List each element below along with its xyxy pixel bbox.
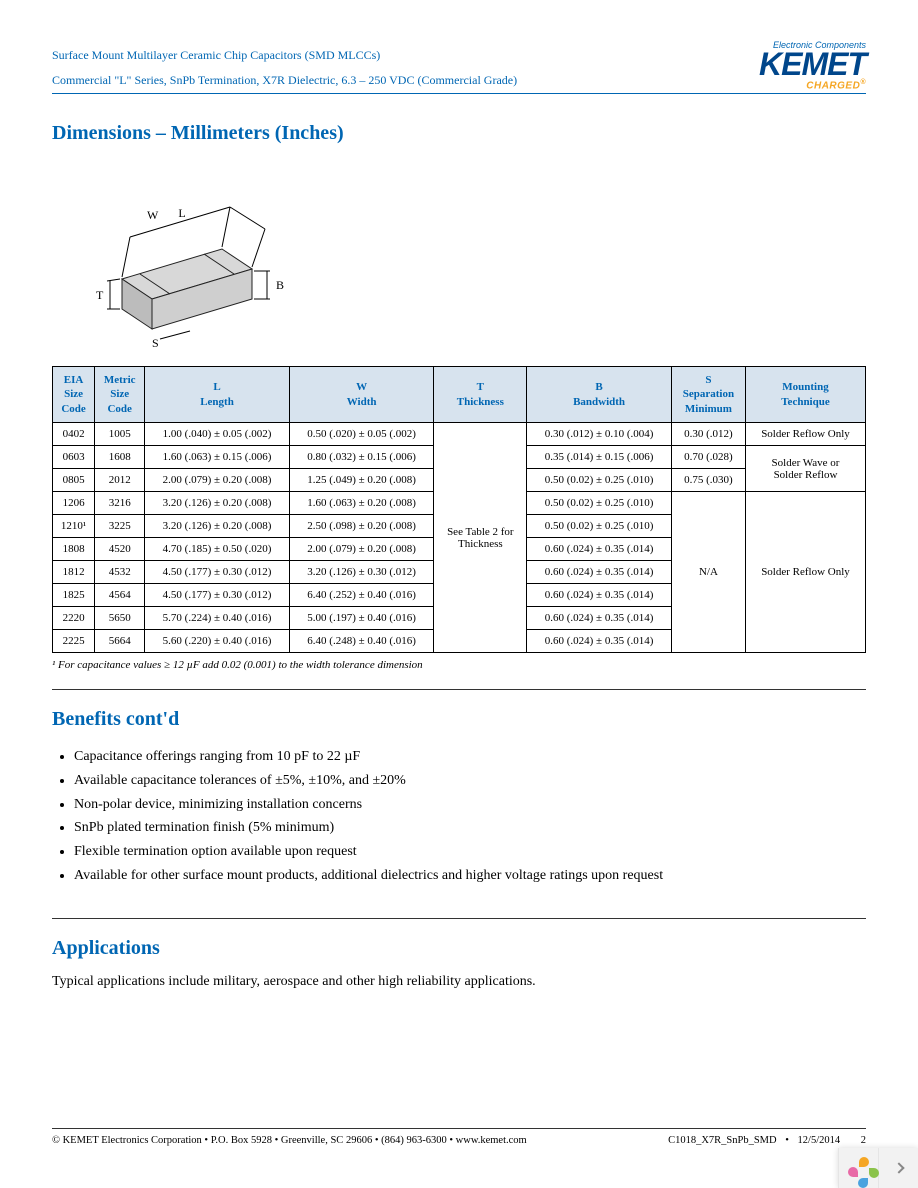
- list-item: Flexible termination option available up…: [74, 840, 866, 864]
- chip-diagram: L W T B S: [52, 159, 866, 354]
- col-length: LLength: [145, 367, 290, 423]
- logo-main: KEMET: [759, 50, 866, 79]
- diagram-label-T: T: [96, 288, 104, 302]
- col-metric: MetricSizeCode: [95, 367, 145, 423]
- mount-reflow-cell-2: Solder Reflow Only: [746, 492, 866, 653]
- list-item: Available capacitance tolerances of ±5%,…: [74, 769, 866, 793]
- logo: Electronic Components KEMET CHARGED®: [759, 40, 866, 91]
- section-rule-1: [52, 689, 866, 690]
- col-eia: EIASizeCode: [53, 367, 95, 423]
- benefits-list: Capacitance offerings ranging from 10 pF…: [52, 745, 866, 888]
- header-rule: [52, 93, 866, 94]
- header-line1: Surface Mount Multilayer Ceramic Chip Ca…: [52, 46, 517, 65]
- palette-icon[interactable]: [838, 1148, 878, 1188]
- page-footer: © KEMET Electronics Corporation • P.O. B…: [52, 1128, 866, 1146]
- col-mounting: MountingTechnique: [746, 367, 866, 423]
- section-rule-2: [52, 918, 866, 919]
- page-header: Surface Mount Multilayer Ceramic Chip Ca…: [52, 40, 866, 91]
- table-row: 0402 1005 1.00 (.040) ± 0.05 (.002) 0.50…: [53, 423, 866, 446]
- diagram-label-L: L: [178, 206, 185, 220]
- applications-text: Typical applications include military, a…: [52, 974, 866, 990]
- header-line2: Commercial "L" Series, SnPb Termination,…: [52, 71, 517, 90]
- list-item: Non-polar device, minimizing installatio…: [74, 793, 866, 817]
- viewer-toolbar: [838, 1148, 918, 1188]
- list-item: Capacitance offerings ranging from 10 pF…: [74, 745, 866, 769]
- col-bandwidth: BBandwidth: [527, 367, 672, 423]
- sep-na-cell: N/A: [671, 492, 745, 653]
- list-item: SnPb plated termination finish (5% minim…: [74, 816, 866, 840]
- footer-date: 12/5/2014: [798, 1135, 841, 1146]
- mount-reflow-cell: Solder Reflow Only: [746, 423, 866, 446]
- table-header-row: EIASizeCode MetricSizeCode LLength WWidt…: [53, 367, 866, 423]
- col-separation: SSeparationMinimum: [671, 367, 745, 423]
- page: Surface Mount Multilayer Ceramic Chip Ca…: [0, 0, 918, 1188]
- footer-page: 2: [861, 1135, 866, 1146]
- chevron-right-icon: [893, 1162, 904, 1173]
- thickness-merged: See Table 2 forThickness: [434, 423, 527, 653]
- table-footnote: ¹ For capacitance values ≥ 12 µF add 0.0…: [52, 659, 866, 671]
- col-width: WWidth: [289, 367, 434, 423]
- col-thickness: TThickness: [434, 367, 527, 423]
- mount-wave-cell: Solder Wave orSolder Reflow: [746, 446, 866, 492]
- dimensions-table: EIASizeCode MetricSizeCode LLength WWidt…: [52, 366, 866, 653]
- footer-right: C1018_X7R_SnPb_SMD • 12/5/2014 2: [662, 1135, 866, 1146]
- footer-doc: C1018_X7R_SnPb_SMD: [668, 1135, 777, 1146]
- diagram-label-S: S: [152, 336, 159, 349]
- footer-left: © KEMET Electronics Corporation • P.O. B…: [52, 1135, 527, 1146]
- diagram-label-W: W: [147, 208, 159, 222]
- footer-rule: [52, 1128, 866, 1129]
- list-item: Available for other surface mount produc…: [74, 864, 866, 888]
- header-text: Surface Mount Multilayer Ceramic Chip Ca…: [52, 40, 517, 90]
- next-page-button[interactable]: [878, 1148, 918, 1188]
- benefits-heading: Benefits cont'd: [52, 708, 866, 731]
- applications-heading: Applications: [52, 937, 866, 960]
- diagram-label-B: B: [276, 278, 284, 292]
- dimensions-heading: Dimensions – Millimeters (Inches): [52, 122, 866, 145]
